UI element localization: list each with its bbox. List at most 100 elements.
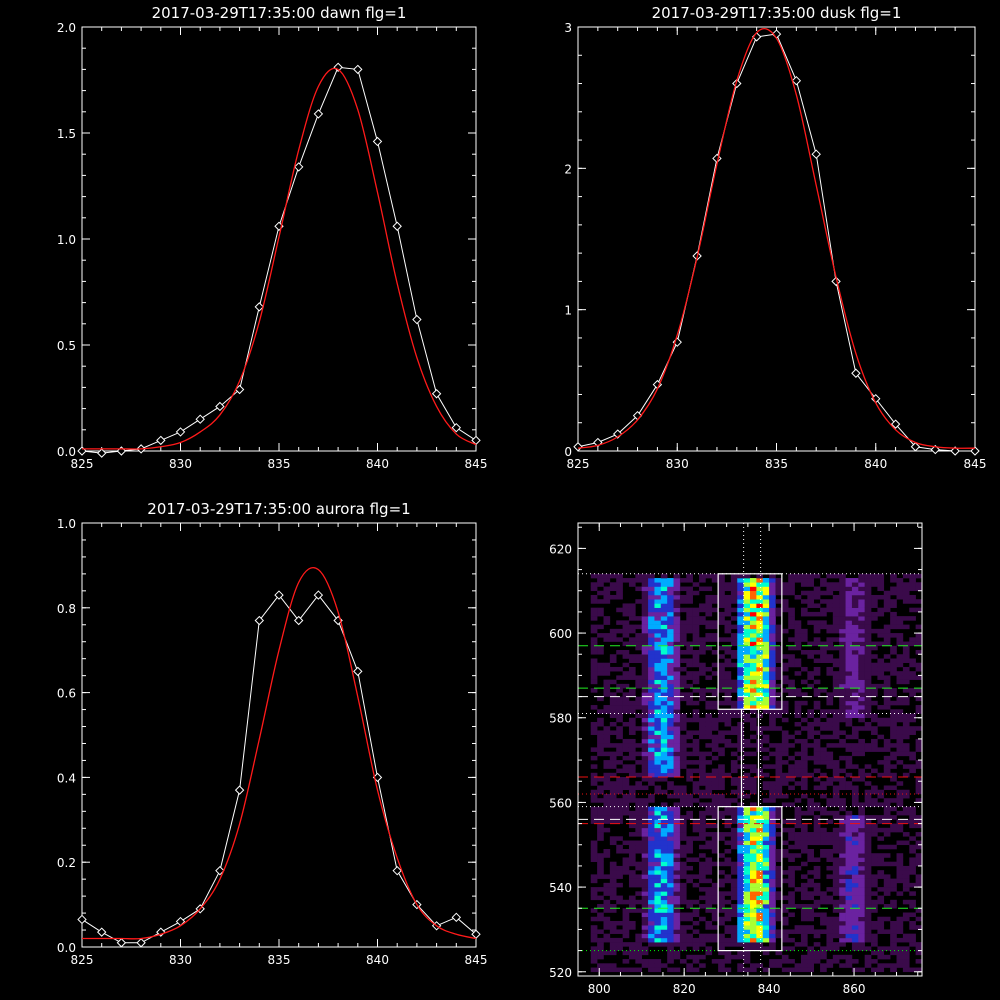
heatmap-cell <box>858 836 865 841</box>
heatmap-cell <box>839 840 846 846</box>
heatmap-cell <box>603 967 611 973</box>
heatmap-cell <box>635 946 643 951</box>
heatmap-cell <box>743 633 751 638</box>
heatmap-cell <box>730 594 738 600</box>
heatmap-cell <box>909 937 916 943</box>
heatmap-cell <box>832 760 840 765</box>
heatmap-cell <box>692 781 700 786</box>
heatmap-cell <box>667 743 674 748</box>
heatmap-cell <box>769 666 776 672</box>
heatmap-cell <box>781 781 789 786</box>
heatmap-cell <box>705 933 713 939</box>
heatmap-cell <box>890 662 897 668</box>
heatmap-cell <box>628 785 636 791</box>
heatmap-cell <box>756 628 764 634</box>
heatmap-cell <box>730 891 738 896</box>
heatmap-cell <box>724 645 732 651</box>
heatmap-cell <box>858 611 865 617</box>
heatmap-cell <box>648 573 655 579</box>
heatmap-cell <box>896 713 904 719</box>
heatmap-cell <box>762 840 770 846</box>
heatmap-cell <box>724 696 732 702</box>
heatmap-cell <box>730 789 738 795</box>
heatmap-cell <box>839 781 846 786</box>
heatmap-cell <box>750 785 757 791</box>
heatmap-cell <box>762 895 770 901</box>
heatmap-cell <box>597 827 604 833</box>
heatmap-cell <box>679 607 687 613</box>
heatmap-cell <box>839 802 846 807</box>
heatmap-cell <box>769 785 776 791</box>
heatmap-cell <box>667 620 674 625</box>
heatmap-cell <box>800 573 808 579</box>
heatmap-cell <box>711 785 719 791</box>
heatmap-cell <box>603 950 611 956</box>
heatmap-cell <box>590 764 598 769</box>
heatmap-cell <box>858 848 865 854</box>
heatmap-cell <box>718 637 725 642</box>
heatmap-cell <box>718 781 725 786</box>
heatmap-cell <box>915 916 923 922</box>
heatmap-cell <box>705 713 713 719</box>
heatmap-cell <box>915 815 923 820</box>
heatmap-cell <box>858 683 865 689</box>
heatmap-cell <box>864 611 872 617</box>
heatmap-cell <box>718 671 725 676</box>
heatmap-cell <box>756 857 764 862</box>
heatmap-cell <box>890 645 897 651</box>
heatmap-cell <box>864 937 872 943</box>
heatmap-cell <box>750 912 757 918</box>
heatmap-cell <box>603 692 611 697</box>
heatmap-cell <box>673 586 681 592</box>
heatmap-cell <box>845 637 853 642</box>
heatmap-cell <box>871 908 878 913</box>
heatmap-cell <box>800 827 808 833</box>
heatmap-cell <box>820 650 827 655</box>
heatmap-cell <box>743 603 751 608</box>
heatmap-cell <box>616 637 623 642</box>
heatmap-cell <box>590 798 598 803</box>
heatmap-cell <box>896 662 904 668</box>
y-tick-label: 0 <box>564 445 572 459</box>
heatmap-cell <box>597 810 604 816</box>
heatmap-cell <box>820 895 827 901</box>
heatmap-cell <box>711 738 719 744</box>
heatmap-cell <box>718 603 725 608</box>
heatmap-cell <box>679 641 687 647</box>
heatmap-cell <box>896 946 904 951</box>
heatmap-cell <box>737 908 744 913</box>
heatmap-cell <box>826 654 834 659</box>
heatmap-cell <box>660 578 668 583</box>
heatmap-cell <box>667 942 674 947</box>
heatmap-cell <box>679 760 687 765</box>
heatmap-cell <box>756 925 764 930</box>
heatmap-cell <box>871 815 878 820</box>
y-tick-label: 0.2 <box>57 856 76 870</box>
heatmap-cell <box>622 967 630 973</box>
heatmap-cell <box>603 874 611 879</box>
heatmap-cell <box>851 582 859 587</box>
heatmap-cell <box>775 709 783 714</box>
heatmap-cell <box>788 912 795 918</box>
heatmap-cell <box>635 832 643 837</box>
heatmap-cell <box>654 730 662 735</box>
heatmap-cell <box>635 865 643 871</box>
heatmap-cell <box>718 899 725 905</box>
heatmap-cell <box>800 904 808 909</box>
heatmap-cell <box>864 578 872 583</box>
heatmap-cell <box>756 654 764 659</box>
heatmap-cell <box>743 578 751 583</box>
heatmap-cell <box>597 895 604 901</box>
heatmap-cell <box>654 747 662 752</box>
heatmap-cell <box>641 827 649 833</box>
heatmap-cell <box>718 713 725 719</box>
y-tick-label: 0.8 <box>57 602 76 616</box>
heatmap-cell <box>883 963 891 968</box>
heatmap-cell <box>648 781 655 786</box>
heatmap-cell <box>909 815 916 820</box>
heatmap-cell <box>902 865 910 871</box>
heatmap-cell <box>641 738 649 744</box>
heatmap-cell <box>660 675 668 680</box>
heatmap-cell <box>839 942 846 947</box>
heatmap-cell <box>679 848 687 854</box>
